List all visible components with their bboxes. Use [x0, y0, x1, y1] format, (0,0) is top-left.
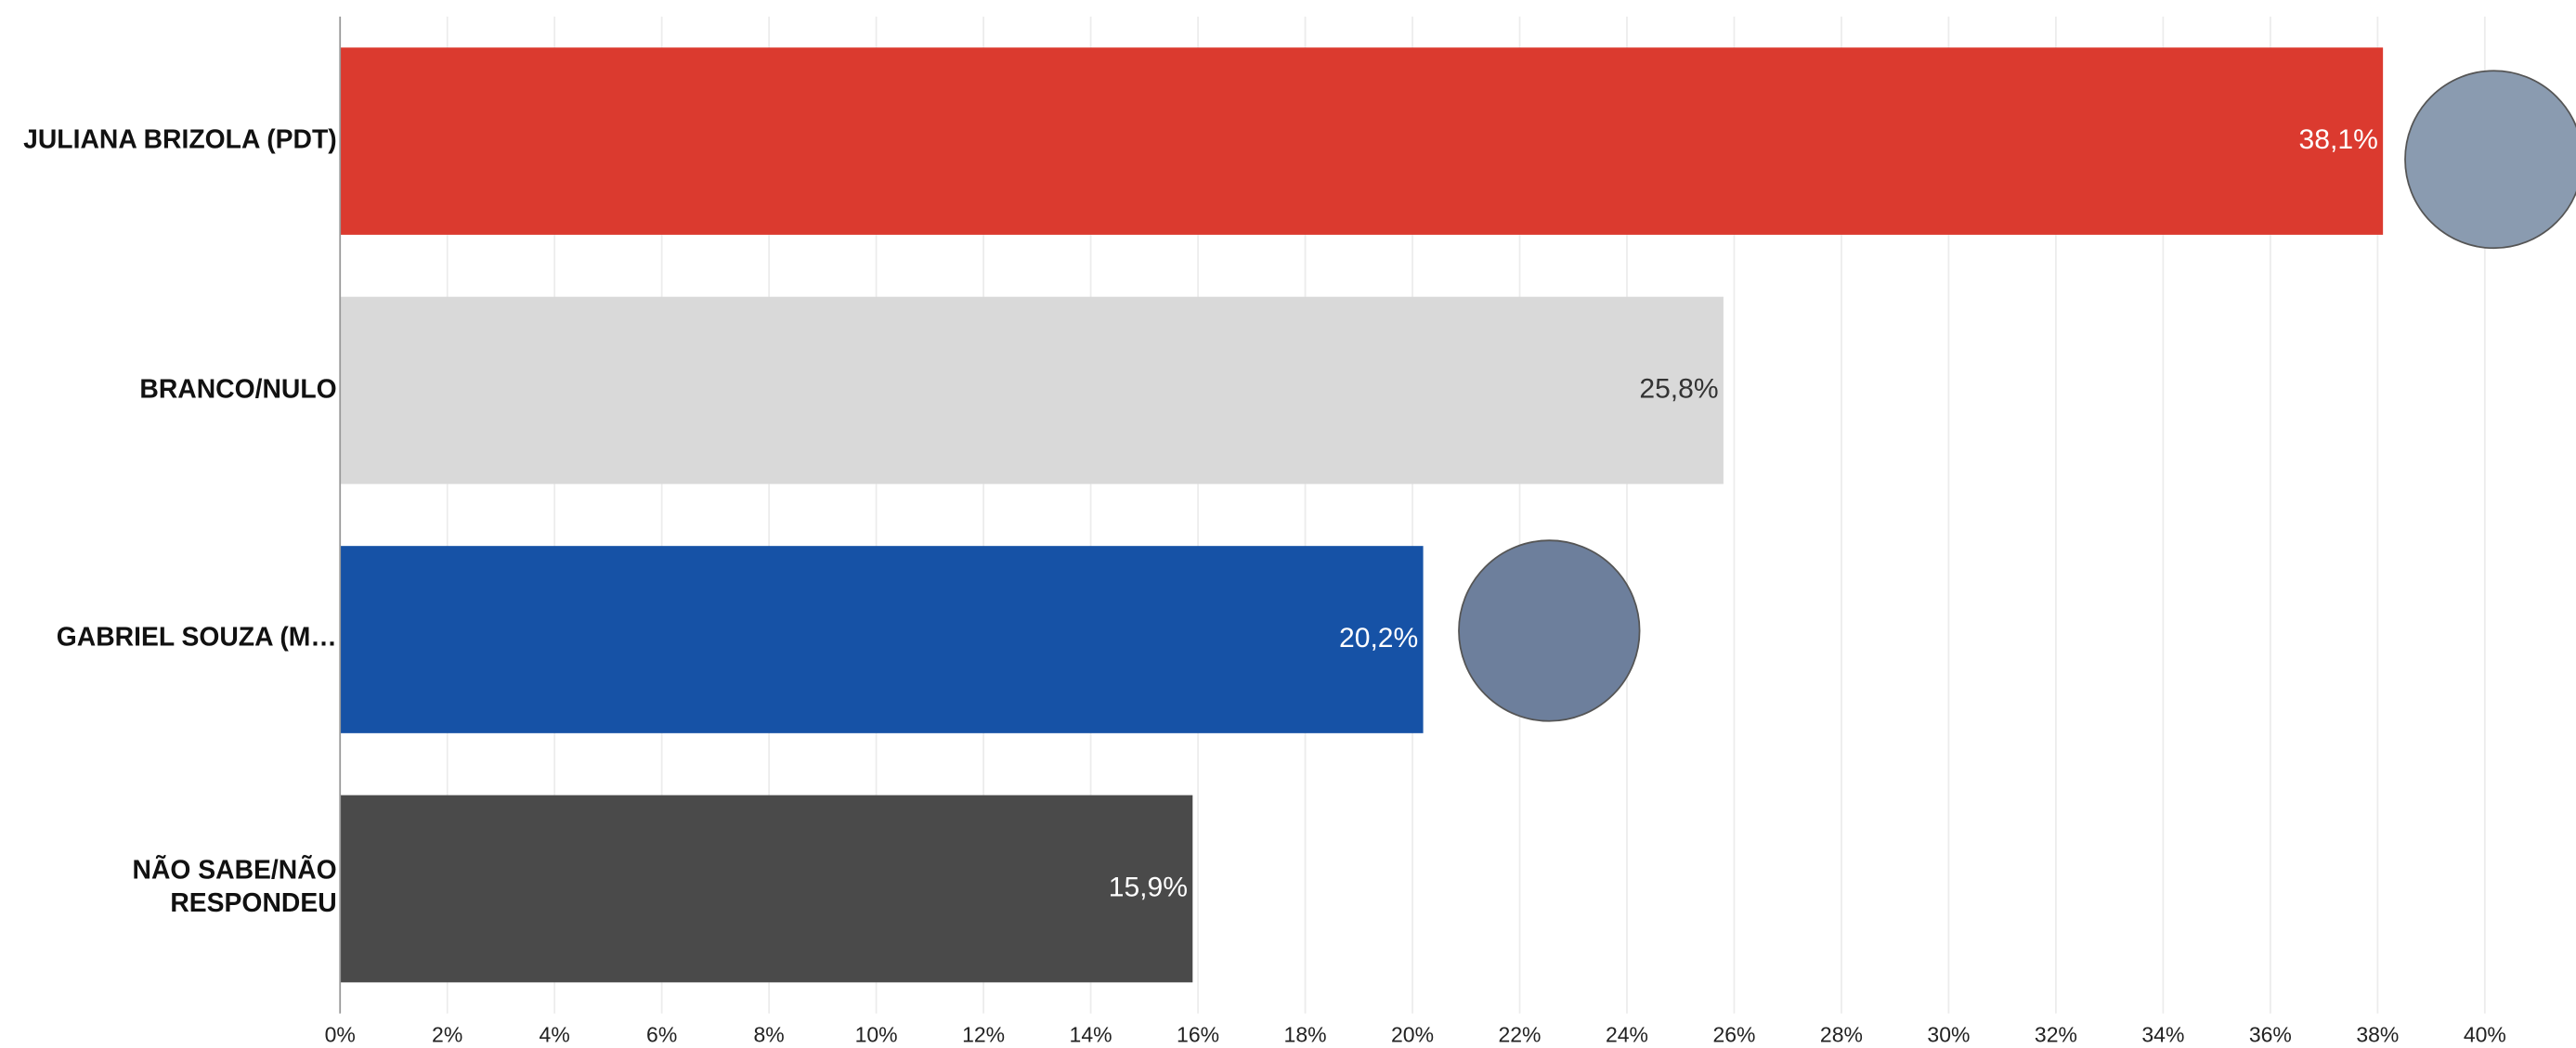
- bar: [340, 546, 1424, 733]
- x-tick-label: 34%: [2141, 1023, 2184, 1047]
- value-label: 20,2%: [1339, 623, 1418, 653]
- value-label: 38,1%: [2299, 124, 2378, 155]
- x-tick-label: 16%: [1177, 1023, 1219, 1047]
- category-label: BRANCO/NULO: [139, 375, 337, 404]
- x-tick-label: 28%: [1820, 1023, 1863, 1047]
- bar: [340, 47, 2384, 235]
- candidate-photo: [1458, 539, 1641, 722]
- x-tick-label: 8%: [754, 1023, 785, 1047]
- x-tick-label: 22%: [1498, 1023, 1541, 1047]
- bar: [340, 795, 1193, 983]
- category-label-box: GABRIEL SOUZA (M…: [56, 625, 337, 653]
- x-tick-label: 0%: [325, 1023, 356, 1047]
- x-tick-label: 18%: [1284, 1023, 1327, 1047]
- x-tick-label: 12%: [962, 1023, 1005, 1047]
- category-label-box: JULIANA BRIZOLA (PDT): [23, 126, 337, 155]
- x-tick-label: 14%: [1070, 1023, 1112, 1047]
- x-tick-label: 4%: [540, 1023, 570, 1047]
- category-label: JULIANA BRIZOLA (PDT): [23, 126, 337, 155]
- category-label-box: NÃO SABE/NÃO RESPONDEU: [132, 857, 337, 919]
- x-tick-label: 40%: [2464, 1023, 2506, 1047]
- value-label: 15,9%: [1109, 872, 1188, 902]
- x-tick-label: 36%: [2249, 1023, 2292, 1047]
- x-tick-label: 38%: [2356, 1023, 2399, 1047]
- category-label: GABRIEL SOUZA (M…: [56, 625, 337, 653]
- x-tick-label: 2%: [432, 1023, 462, 1047]
- x-tick-label: 32%: [2035, 1023, 2077, 1047]
- value-label: 25,8%: [1639, 373, 1718, 404]
- x-tick-label: 20%: [1391, 1023, 1434, 1047]
- x-tick-label: 6%: [646, 1023, 677, 1047]
- category-label-box: BRANCO/NULO: [139, 375, 337, 404]
- x-tick-label: 30%: [1927, 1023, 1970, 1047]
- x-tick-label: 26%: [1712, 1023, 1755, 1047]
- candidate-photo: [2404, 70, 2576, 250]
- x-tick-label: 10%: [855, 1023, 898, 1047]
- category-label: NÃO SABE/NÃO RESPONDEU: [132, 857, 337, 919]
- x-tick-label: 24%: [1606, 1023, 1648, 1047]
- bar: [340, 296, 1724, 485]
- bars: 38,1% JULIANA BRIZOLA (PDT) 25,8% BRANCO/NU…: [23, 47, 2384, 983]
